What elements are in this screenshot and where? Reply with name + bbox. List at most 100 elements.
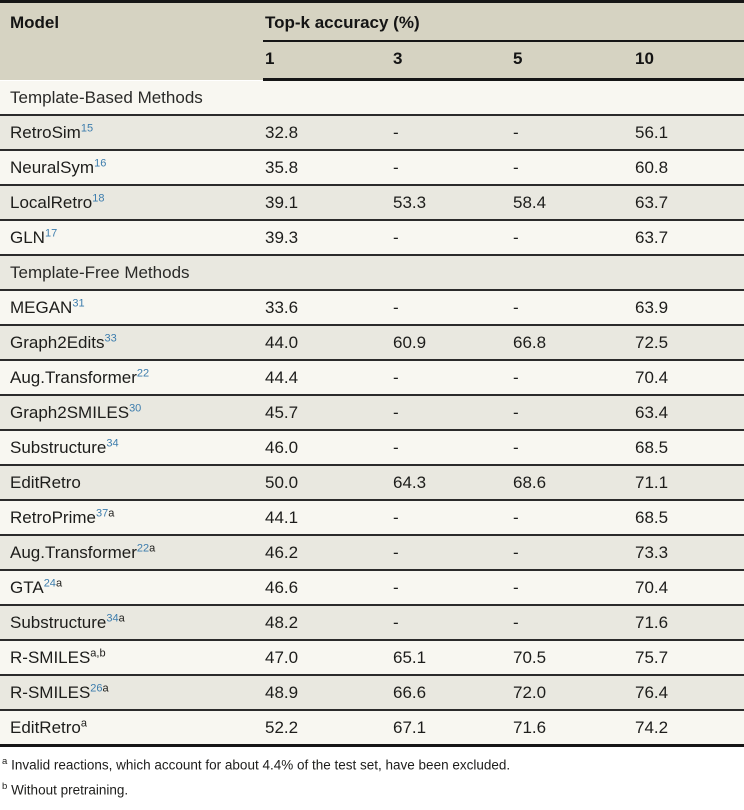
table-row: GLN17 39.3 - - 63.7	[0, 220, 744, 255]
accuracy-value-cell: 73.3	[635, 543, 669, 562]
accuracy-value-cell: 56.1	[635, 123, 669, 142]
accuracy-value-cell: 72.0	[513, 683, 547, 702]
footnote-marker: a	[118, 612, 125, 625]
table-row: Aug.Transformer22a 46.2 - - 73.3	[0, 535, 744, 570]
footnote-marker: a	[55, 577, 63, 590]
table-row: RetroSim15 32.8 - - 56.1	[0, 115, 744, 150]
accuracy-value-cell: 72.5	[635, 333, 669, 352]
accuracy-value-cell: 45.7	[265, 403, 299, 422]
reference-link[interactable]: 24	[43, 577, 56, 590]
accuracy-value-cell: -	[393, 403, 399, 422]
reference-link[interactable]: 31	[72, 297, 85, 310]
column-header-k10: 10	[633, 41, 744, 81]
accuracy-value-cell: -	[513, 298, 519, 317]
accuracy-value-cell: -	[513, 508, 519, 527]
column-header-k5: 5	[511, 41, 633, 81]
accuracy-value-cell: 60.9	[393, 333, 427, 352]
reference-link[interactable]: 22	[136, 542, 150, 555]
model-name-cell: RetroPrime37a	[10, 507, 115, 527]
model-name-cell: RetroSim15	[10, 122, 94, 142]
table-row: Graph2Edits33 44.0 60.9 66.8 72.5	[0, 325, 744, 360]
model-superscript: 30	[129, 402, 141, 414]
accuracy-value-cell: 39.1	[265, 193, 299, 212]
reference-link[interactable]: 22	[136, 367, 150, 380]
accuracy-value-cell: 53.3	[393, 193, 427, 212]
model-superscript: 15	[81, 122, 93, 134]
accuracy-value-cell: 58.4	[513, 193, 547, 212]
model-superscript: 24a	[44, 577, 62, 589]
header-row-group: Model Top-k accuracy (%)	[0, 1, 744, 80]
column-header-k3: 3	[391, 41, 511, 81]
accuracy-value-cell: 47.0	[265, 648, 299, 667]
accuracy-value-cell: -	[393, 613, 399, 632]
accuracy-value-cell: 75.7	[635, 648, 669, 667]
table-row: EditRetroa 52.2 67.1 71.6 74.2	[0, 710, 744, 746]
accuracy-value-cell: 68.6	[513, 473, 547, 492]
section-label: Template-Based Methods	[10, 88, 203, 107]
model-name-cell: LocalRetro18	[10, 192, 105, 212]
reference-link[interactable]: 34	[106, 437, 119, 450]
accuracy-value-cell: 68.5	[635, 438, 669, 457]
column-header-topk-accuracy: Top-k accuracy (%)	[263, 1, 744, 42]
accuracy-value-cell: -	[393, 508, 399, 527]
accuracy-value-cell: 35.8	[265, 158, 299, 177]
accuracy-value-cell: 68.5	[635, 508, 669, 527]
reference-link[interactable]: 33	[104, 332, 117, 345]
footnote-b: b Without pretraining.	[2, 781, 744, 799]
accuracy-value-cell: -	[513, 578, 519, 597]
footnote-a: a Invalid reactions, which account for a…	[2, 756, 744, 774]
accuracy-value-cell: -	[393, 158, 399, 177]
reference-link[interactable]: 34	[106, 612, 119, 625]
accuracy-value-cell: 66.8	[513, 333, 547, 352]
footnote-marker: a	[149, 542, 156, 555]
column-header-model: Model	[0, 1, 263, 80]
accuracy-value-cell: 48.2	[265, 613, 299, 632]
accuracy-value-cell: 70.4	[635, 578, 669, 597]
reference-link[interactable]: 26	[90, 682, 103, 695]
accuracy-value-cell: 71.6	[513, 718, 547, 737]
topk-accuracy-table: Model Top-k accuracy (%) 1 3 5 10 Templa…	[0, 0, 744, 746]
accuracy-value-cell: 44.1	[265, 508, 299, 527]
model-name-cell: NeuralSym16	[10, 157, 107, 177]
model-name-cell: R-SMILES26a	[10, 682, 109, 702]
reference-link[interactable]: 37	[95, 507, 109, 520]
model-name-cell: EditRetro	[10, 473, 81, 492]
reference-link[interactable]: 18	[92, 192, 105, 205]
accuracy-value-cell: -	[393, 578, 399, 597]
footnote-marker: a,b	[90, 647, 106, 660]
accuracy-value-cell: -	[393, 438, 399, 457]
model-name-cell: MEGAN31	[10, 297, 85, 317]
model-name-cell: GLN17	[10, 227, 58, 247]
footnote-marker: a	[80, 717, 87, 730]
accuracy-value-cell: 44.4	[265, 368, 299, 387]
model-name-cell: GTA24a	[10, 577, 63, 597]
model-superscript: 37a	[96, 507, 114, 519]
footnote-b-marker: b	[2, 781, 8, 793]
model-superscript: 16	[94, 157, 106, 169]
model-name-cell: Graph2SMILES30	[10, 402, 142, 422]
accuracy-value-cell: 67.1	[393, 718, 427, 737]
accuracy-value-cell: -	[393, 298, 399, 317]
model-name-cell: Substructure34	[10, 437, 119, 457]
reference-link[interactable]: 30	[129, 402, 142, 415]
column-header-k1: 1	[263, 41, 391, 81]
reference-link[interactable]: 16	[94, 157, 107, 170]
accuracy-value-cell: 70.4	[635, 368, 669, 387]
footnote-b-text: Without pretraining.	[11, 782, 129, 798]
reference-link[interactable]: 17	[44, 227, 58, 240]
header-row-k: 1 3 5 10	[0, 41, 744, 81]
accuracy-value-cell: 46.0	[265, 438, 299, 457]
reference-link[interactable]: 15	[80, 122, 94, 135]
accuracy-value-cell: 70.5	[513, 648, 547, 667]
accuracy-value-cell: -	[513, 368, 519, 387]
table-header: Model Top-k accuracy (%) 1 3 5 10	[0, 1, 744, 81]
table-row: MEGAN31 33.6 - - 63.9	[0, 290, 744, 325]
table-footnotes: a Invalid reactions, which account for a…	[0, 747, 744, 810]
table-row: RetroPrime37a 44.1 - - 68.5	[0, 500, 744, 535]
model-name-cell: Aug.Transformer22	[10, 367, 150, 387]
accuracy-value-cell: -	[393, 543, 399, 562]
accuracy-value-cell: 46.2	[265, 543, 299, 562]
accuracy-value-cell: 33.6	[265, 298, 299, 317]
accuracy-value-cell: -	[513, 438, 519, 457]
accuracy-value-cell: 65.1	[393, 648, 427, 667]
